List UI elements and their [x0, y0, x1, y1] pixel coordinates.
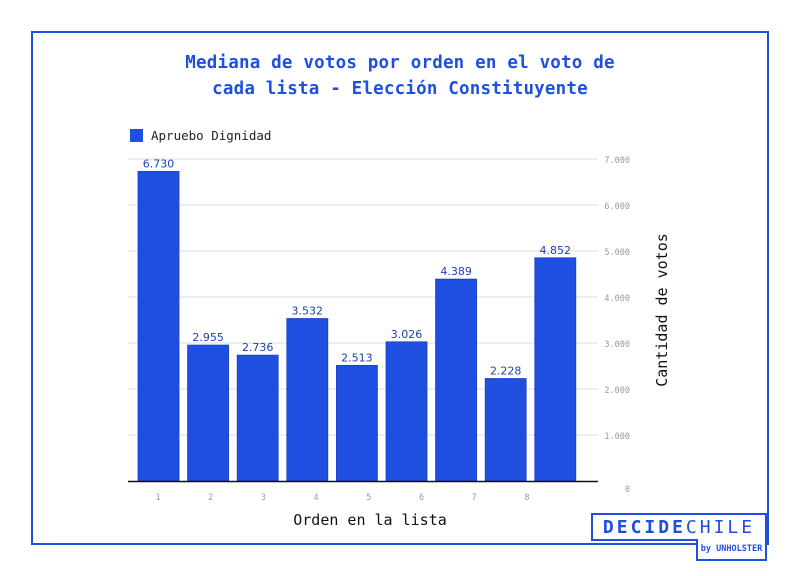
bar — [335, 365, 378, 482]
x-tick-label: 3 — [261, 493, 266, 503]
x-tick-label: 8 — [524, 493, 529, 503]
x-tick-label: 5 — [366, 493, 371, 503]
bar-value-label: 2.736 — [242, 341, 274, 354]
brand-name-bold: DECIDE — [602, 516, 686, 538]
bar — [385, 341, 428, 482]
legend-label-apruebo-dignidad: Apruebo Dignidad — [151, 128, 272, 143]
bar — [187, 344, 230, 482]
x-tick-label: 7 — [472, 493, 477, 503]
y-axis-label: Cantidad de votos — [653, 233, 671, 387]
bar-value-label: 2.955 — [192, 331, 224, 344]
bar — [484, 378, 527, 482]
brand-logo: DECIDE CHILE — [591, 513, 767, 541]
chart-frame — [31, 31, 769, 545]
bar — [534, 257, 577, 482]
y-tick-label: 5.000 — [604, 248, 630, 258]
y-tick-label: 4.000 — [604, 294, 630, 304]
y-tick-label: 3.000 — [604, 340, 630, 350]
legend-swatch-apruebo-dignidad — [130, 129, 143, 142]
bar-value-label: 2.228 — [490, 365, 522, 378]
x-tick-label: 2 — [208, 493, 213, 503]
chart-title: Mediana de votos por orden en el voto de… — [100, 50, 700, 102]
x-axis-label: Orden en la lista — [293, 511, 447, 529]
y-tick-label: 7.000 — [604, 156, 630, 166]
legend: Apruebo Dignidad — [130, 128, 271, 143]
bar-value-label: 4.389 — [440, 265, 472, 278]
y-tick-label: 6.000 — [604, 202, 630, 212]
y-tick-label: 0 — [625, 485, 630, 495]
y-tick-label: 2.000 — [604, 386, 630, 396]
bar — [435, 278, 478, 482]
y-tick-label: 1.000 — [604, 432, 630, 442]
bar-value-label: 2.513 — [341, 351, 373, 364]
bar — [236, 354, 279, 482]
brand-byline: by UNHOLSTER — [696, 539, 767, 561]
bar-value-label: 3.532 — [292, 305, 324, 318]
bar-value-label: 6.730 — [143, 157, 175, 170]
x-tick-label: 6 — [419, 493, 424, 503]
bar — [137, 171, 180, 482]
chart-title-line-2: cada lista - Elección Constituyente — [212, 79, 588, 99]
x-tick-label: 4 — [314, 493, 319, 503]
x-tick-label: 1 — [155, 493, 160, 503]
chart-title-line-1: Mediana de votos por orden en el voto de — [185, 53, 615, 73]
bar-value-label: 4.852 — [540, 244, 572, 257]
bar-value-label: 3.026 — [391, 328, 423, 341]
brand-name-light: CHILE — [685, 516, 756, 538]
bar — [286, 318, 329, 482]
